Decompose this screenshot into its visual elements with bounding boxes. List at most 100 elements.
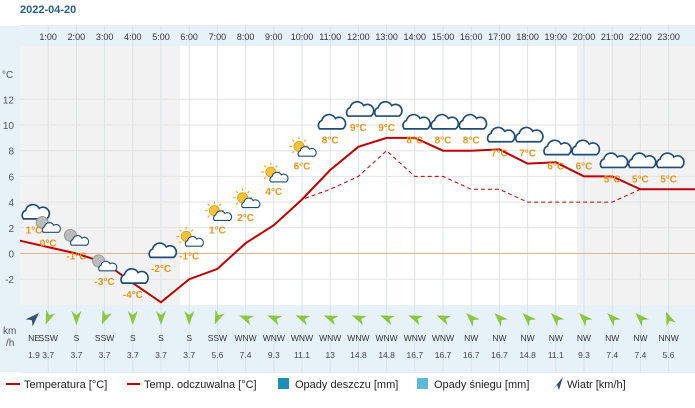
wind-direction: S bbox=[158, 333, 164, 343]
wind-arrow-icon bbox=[635, 313, 649, 327]
wind-speed: 3.7 bbox=[183, 350, 195, 360]
day-band bbox=[180, 46, 577, 305]
wind-direction: NE bbox=[28, 333, 40, 343]
small-cloud-icon bbox=[69, 235, 90, 246]
y-tick-label: 12 bbox=[3, 95, 15, 106]
wind-speed: 3.7 bbox=[155, 350, 167, 360]
cloud-icon bbox=[120, 268, 149, 284]
wind-speed: 9.3 bbox=[268, 350, 280, 360]
legend-rain: Opady deszczu [mm] bbox=[295, 379, 398, 391]
hour-label: 18:00 bbox=[516, 32, 539, 42]
wind-direction: WNW bbox=[404, 333, 426, 343]
legend-snow: Opady śniegu [mm] bbox=[434, 379, 529, 391]
cloud-icon bbox=[627, 152, 657, 169]
wind-arrow-icon bbox=[71, 311, 82, 325]
cloud-icon bbox=[599, 152, 629, 169]
wind-arrow-icon bbox=[550, 313, 565, 327]
wind-direction: SSW bbox=[95, 333, 114, 343]
cloud-icon bbox=[402, 113, 431, 130]
sun-cloud-icon bbox=[204, 201, 233, 222]
wind-speed: 16.7 bbox=[407, 350, 424, 360]
cloud-icon bbox=[430, 113, 460, 130]
small-cloud-icon bbox=[184, 236, 204, 247]
temperature-label: -2°C bbox=[151, 264, 171, 275]
wind-arrow-icon bbox=[101, 309, 112, 325]
y-tick-label: 2 bbox=[8, 224, 14, 235]
wind-direction: NW bbox=[549, 333, 563, 343]
temperature-label: 5°C bbox=[632, 174, 649, 185]
wind-unit-km: km bbox=[3, 326, 16, 337]
hour-label: 5:00 bbox=[152, 32, 170, 42]
wind-speed: 7.4 bbox=[240, 350, 252, 360]
wind-arrow-icon bbox=[239, 315, 254, 326]
wind-direction: S bbox=[130, 333, 136, 343]
temperature-label: 6°C bbox=[547, 161, 564, 172]
wind-direction: NW bbox=[577, 333, 591, 343]
weather-icons bbox=[21, 100, 685, 284]
hour-label: 3:00 bbox=[96, 32, 114, 42]
y-tick-label: 4 bbox=[8, 198, 14, 209]
hour-label: 20:00 bbox=[573, 32, 596, 42]
temperature-label: 8°C bbox=[435, 136, 452, 147]
wind-arrow-icon bbox=[214, 309, 225, 325]
small-cloud-icon bbox=[241, 197, 261, 209]
small-cloud-icon bbox=[41, 222, 61, 233]
hour-label: 14:00 bbox=[404, 32, 427, 42]
wind-speed: 7.4 bbox=[634, 350, 646, 360]
wind-direction: SSW bbox=[208, 333, 227, 343]
sun-cloud-icon bbox=[261, 162, 289, 183]
hour-label: 22:00 bbox=[629, 32, 652, 42]
wind-speed: 3.7 bbox=[99, 350, 111, 360]
cloud-icon bbox=[458, 113, 488, 130]
hour-label: 7:00 bbox=[209, 32, 227, 42]
wind-speed: 1.9 bbox=[28, 350, 40, 360]
wind-arrow-icon bbox=[607, 313, 621, 327]
cloud-icon bbox=[317, 113, 347, 130]
hour-label: 17:00 bbox=[488, 32, 511, 42]
wind-speed: 9.3 bbox=[578, 350, 590, 360]
cloud-icon bbox=[373, 100, 403, 117]
cloud-icon bbox=[486, 126, 516, 143]
temperature-label: 4°C bbox=[265, 187, 282, 198]
cloud-icon bbox=[21, 203, 51, 220]
wind-direction: WNW bbox=[263, 333, 285, 343]
wind-arrow-icon bbox=[127, 311, 138, 325]
wind-speed: 5.6 bbox=[663, 350, 675, 360]
sun-cloud-icon bbox=[233, 188, 261, 209]
temperature-label: 5°C bbox=[660, 174, 677, 185]
hour-label: 10:00 bbox=[291, 32, 314, 42]
temperature-label: 6°C bbox=[576, 161, 593, 172]
wind-direction: WNW bbox=[376, 333, 398, 343]
legend-wind: Wiatr [km/h] bbox=[567, 379, 626, 391]
wind-direction: WNW bbox=[347, 333, 369, 343]
temperature-labels: 1°C 0°C -1°C -3°C -4°C -2°C -1°C 1°C 2°C 4°C 6°C 8°… bbox=[26, 123, 677, 301]
small-cloud-icon bbox=[297, 146, 317, 157]
wind-direction: NNW bbox=[658, 333, 678, 343]
wind-arrow-icon bbox=[466, 313, 480, 327]
wind-direction: WNW bbox=[319, 333, 341, 343]
wind-arrow-icon bbox=[408, 315, 424, 326]
wind-direction: WNW bbox=[432, 333, 454, 343]
wind-direction: NW bbox=[605, 333, 619, 343]
hour-label: 15:00 bbox=[432, 32, 455, 42]
temperature-label: 7°C bbox=[491, 149, 508, 160]
sun-cloud-icon bbox=[176, 226, 204, 247]
y-tick-label: -2 bbox=[5, 275, 14, 286]
y-tick-label: 10 bbox=[3, 121, 15, 132]
temperature-label: 5°C bbox=[604, 174, 621, 185]
wind-arrow-icon bbox=[380, 315, 395, 326]
night-cloud-icon bbox=[92, 254, 118, 272]
legend-temp: Temperatura [°C] bbox=[24, 379, 107, 391]
wind-speed: 14.8 bbox=[350, 350, 367, 360]
wind-arrow-icon bbox=[323, 315, 339, 326]
hour-label: 11:00 bbox=[319, 32, 341, 42]
hour-label: 4:00 bbox=[124, 32, 142, 42]
forecast-date: 2022-04-20 bbox=[20, 4, 77, 16]
temperature-label: 6°C bbox=[294, 161, 311, 172]
hour-label: 9:00 bbox=[265, 32, 283, 42]
small-cloud-icon bbox=[98, 260, 118, 272]
axis-strip bbox=[0, 26, 20, 372]
wind-direction: SSW bbox=[39, 333, 58, 343]
temperature-label: 1°C bbox=[209, 226, 226, 237]
